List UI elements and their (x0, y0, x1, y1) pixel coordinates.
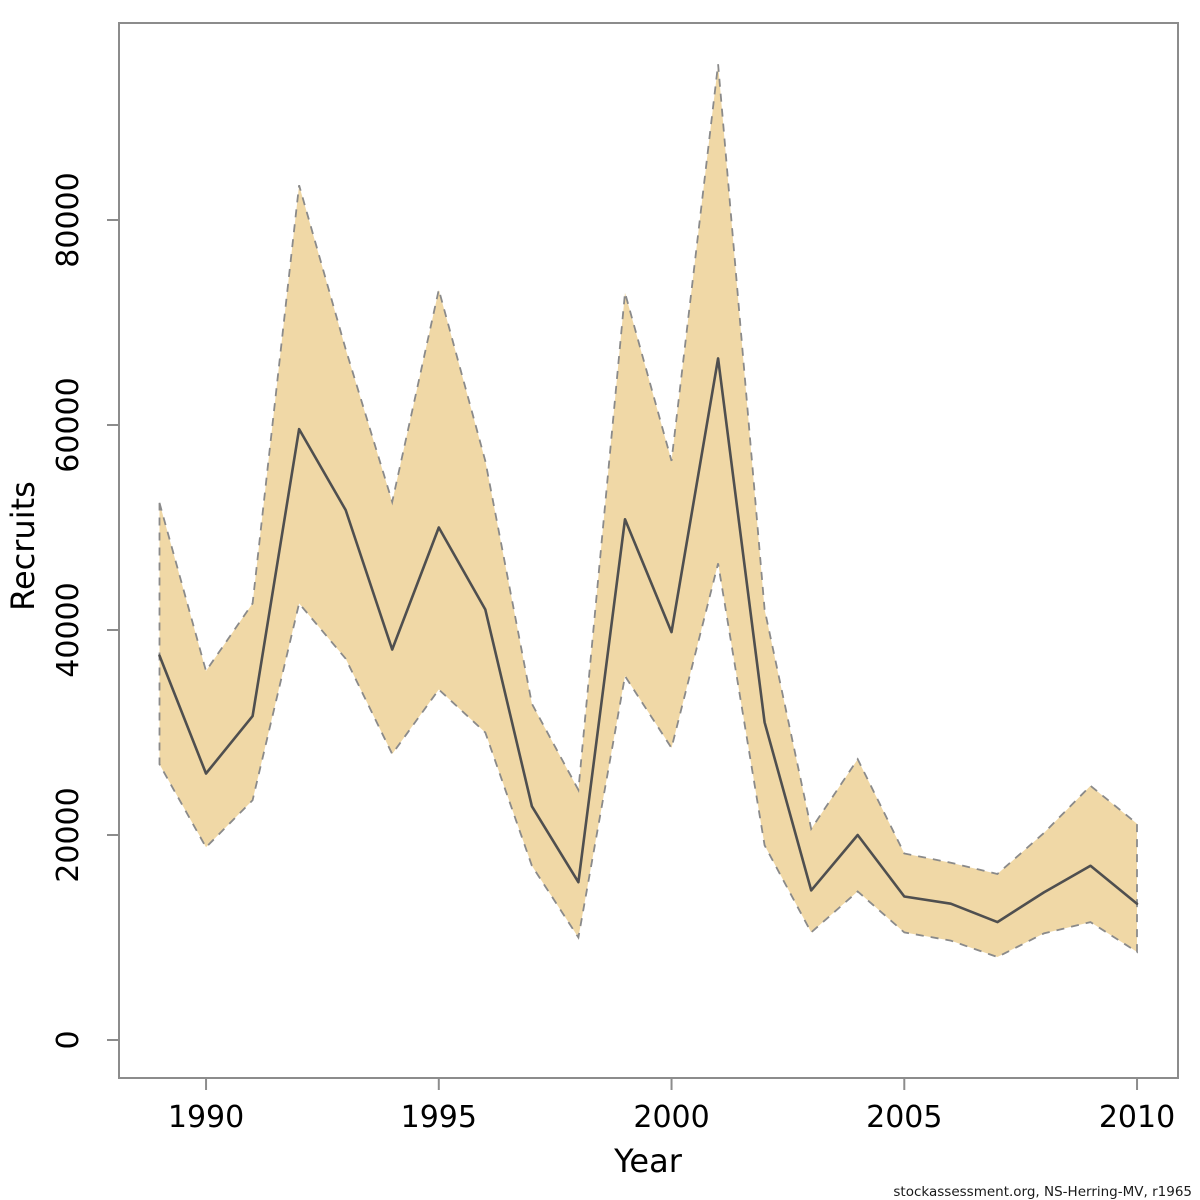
y-tick-label: 60000 (51, 377, 86, 472)
x-axis-ticks: 1990 1995 2000 2005 2010 (168, 1078, 1175, 1135)
x-tick-label: 2010 (1099, 1100, 1175, 1135)
confidence-band (158, 64, 1138, 958)
plot-box-border (118, 22, 1179, 1079)
x-tick-label: 1990 (168, 1100, 244, 1135)
y-axis-title: Recruits (4, 481, 42, 611)
x-axis-title: Year (613, 1142, 683, 1180)
attribution-watermark: stockassessment.org, NS-Herring-MV, r196… (893, 1184, 1192, 1200)
median-recruits-line (158, 357, 1139, 924)
y-axis-ticks: 0 20000 40000 60000 80000 (51, 172, 119, 1050)
x-tick-label: 2005 (866, 1100, 942, 1135)
y-tick-label: 20000 (51, 787, 86, 882)
x-tick-label: 1995 (401, 1100, 477, 1135)
y-tick-label: 0 (51, 1030, 86, 1049)
x-tick-label: 2000 (633, 1100, 709, 1135)
y-tick-label: 40000 (51, 582, 86, 677)
y-tick-label: 80000 (51, 172, 86, 267)
